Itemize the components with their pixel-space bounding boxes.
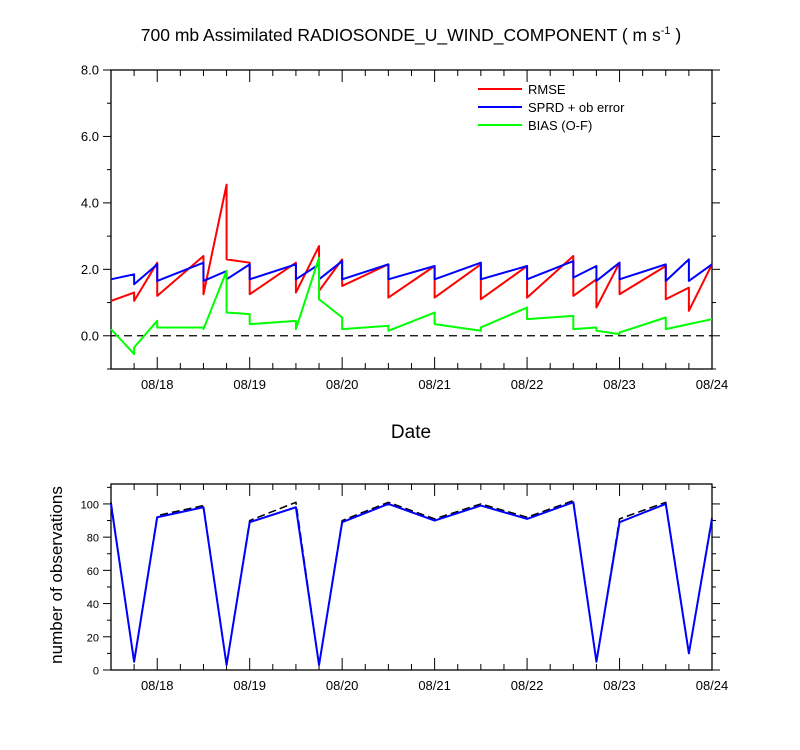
bottom-y-tick-label: 100 bbox=[81, 499, 99, 511]
legend-label-rmse: RMSE bbox=[528, 82, 566, 97]
top-series-sprd-ob-error bbox=[110, 258, 713, 286]
top-series-rmse bbox=[110, 183, 713, 312]
chart-title-main: 700 mb Assimilated RADIOSONDE_U_WIND_COM… bbox=[141, 25, 661, 46]
bottom-x-tick-label: 08/21 bbox=[418, 678, 451, 693]
bottom-y-tick-label: 40 bbox=[87, 599, 99, 611]
bottom-x-tick-label: 08/19 bbox=[233, 678, 266, 693]
bottom-series-possible bbox=[110, 499, 713, 666]
bottom-x-tick-label: 08/24 bbox=[696, 678, 729, 693]
top-y-tick-label: 8.0 bbox=[81, 63, 99, 78]
bottom-x-tick-label: 08/22 bbox=[511, 678, 544, 693]
legend-label-sprd: SPRD + ob error bbox=[528, 100, 625, 115]
chart-title-suffix: ) bbox=[671, 25, 682, 45]
top-plot-area: 08/18 08/19 08/20 08/21 08/22 08/23 08/24 0.0 2.… bbox=[81, 63, 728, 393]
top-x-tick-label: 08/18 bbox=[141, 377, 174, 392]
y-axis-label-observations: number of observations bbox=[47, 486, 66, 664]
bottom-y-tick-label: 60 bbox=[87, 566, 99, 578]
bottom-x-tick-label: 08/23 bbox=[603, 678, 636, 693]
bottom-y-tick-label: 0 bbox=[93, 666, 99, 678]
top-x-tick-label: 08/19 bbox=[233, 377, 266, 392]
bottom-plot-area: 08/18 08/19 08/20 08/21 08/22 08/23 08/24 0 20 40… bbox=[81, 483, 729, 693]
top-x-tick-label: 08/24 bbox=[696, 377, 729, 392]
top-y-tick-label: 0.0 bbox=[81, 328, 99, 343]
bottom-x-tick-label: 08/18 bbox=[141, 678, 174, 693]
top-series-bias-o-f bbox=[110, 256, 713, 356]
bottom-x-tick-label: 08/20 bbox=[326, 678, 359, 693]
top-y-tick-label: 6.0 bbox=[81, 129, 99, 144]
x-axis-label: Date bbox=[391, 422, 431, 443]
bottom-series-assimilated bbox=[110, 501, 713, 667]
top-x-tick-label: 08/23 bbox=[603, 377, 636, 392]
top-x-tick-label: 08/20 bbox=[326, 377, 359, 392]
chart-title: 700 mb Assimilated RADIOSONDE_U_WIND_COM… bbox=[141, 25, 681, 46]
bottom-y-tick-label: 20 bbox=[87, 632, 99, 644]
legend-label-bias: BIAS (O-F) bbox=[528, 118, 592, 133]
legend: RMSE SPRD + ob error BIAS (O-F) bbox=[478, 82, 625, 133]
chart-title-superscript: -1 bbox=[661, 25, 671, 37]
top-y-tick-label: 4.0 bbox=[81, 195, 99, 210]
top-x-tick-label: 08/21 bbox=[418, 377, 451, 392]
top-x-tick-label: 08/22 bbox=[511, 377, 544, 392]
bottom-y-tick-label: 80 bbox=[87, 533, 99, 545]
top-y-tick-label: 2.0 bbox=[81, 262, 99, 277]
